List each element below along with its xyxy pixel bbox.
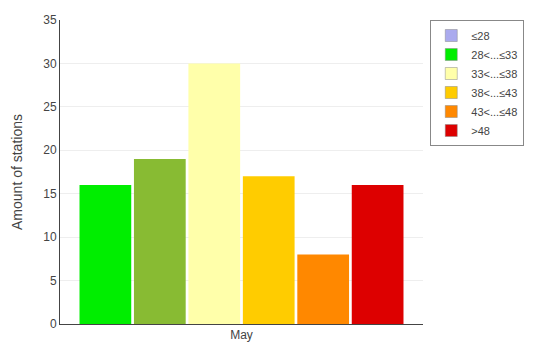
svg-text:43<...≤48: 43<...≤48: [471, 106, 517, 118]
svg-text:38<...≤43: 38<...≤43: [471, 87, 517, 99]
svg-text:25: 25: [43, 100, 57, 114]
svg-text:30: 30: [43, 57, 57, 71]
svg-text:10: 10: [43, 230, 57, 244]
svg-text:>48: >48: [471, 125, 490, 137]
svg-text:Amount of stations: Amount of stations: [9, 114, 25, 230]
svg-text:May: May: [230, 328, 253, 342]
svg-text:≤28: ≤28: [471, 30, 489, 42]
svg-text:20: 20: [43, 143, 57, 157]
svg-text:33<...≤38: 33<...≤38: [471, 68, 517, 80]
svg-text:5: 5: [50, 274, 57, 288]
svg-text:35: 35: [43, 13, 57, 27]
svg-text:15: 15: [43, 187, 57, 201]
svg-text:0: 0: [50, 317, 57, 331]
svg-text:28<...≤33: 28<...≤33: [471, 49, 517, 61]
